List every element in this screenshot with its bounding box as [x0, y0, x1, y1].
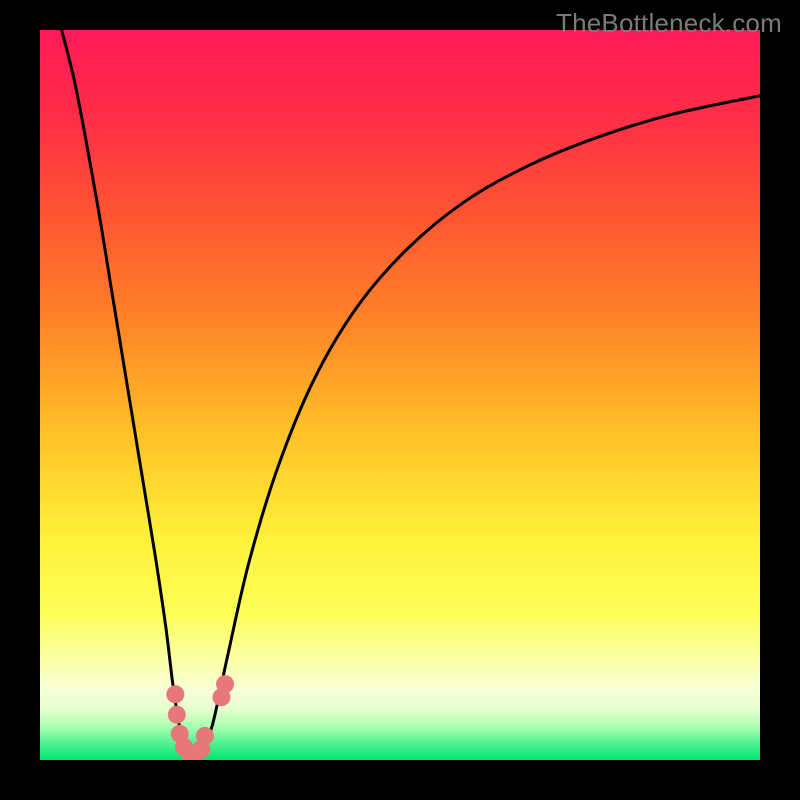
- valley-floor-left-arc-marker: [166, 685, 184, 703]
- valley-floor-left-arc-marker: [196, 727, 214, 745]
- bottleneck-chart: [0, 0, 800, 800]
- valley-floor-left-arc-marker: [168, 706, 186, 724]
- valley-floor-right-pair-marker: [216, 675, 234, 693]
- watermark-label: TheBottleneck.com: [556, 8, 782, 39]
- gradient-background: [40, 30, 760, 760]
- chart-container: TheBottleneck.com: [0, 0, 800, 800]
